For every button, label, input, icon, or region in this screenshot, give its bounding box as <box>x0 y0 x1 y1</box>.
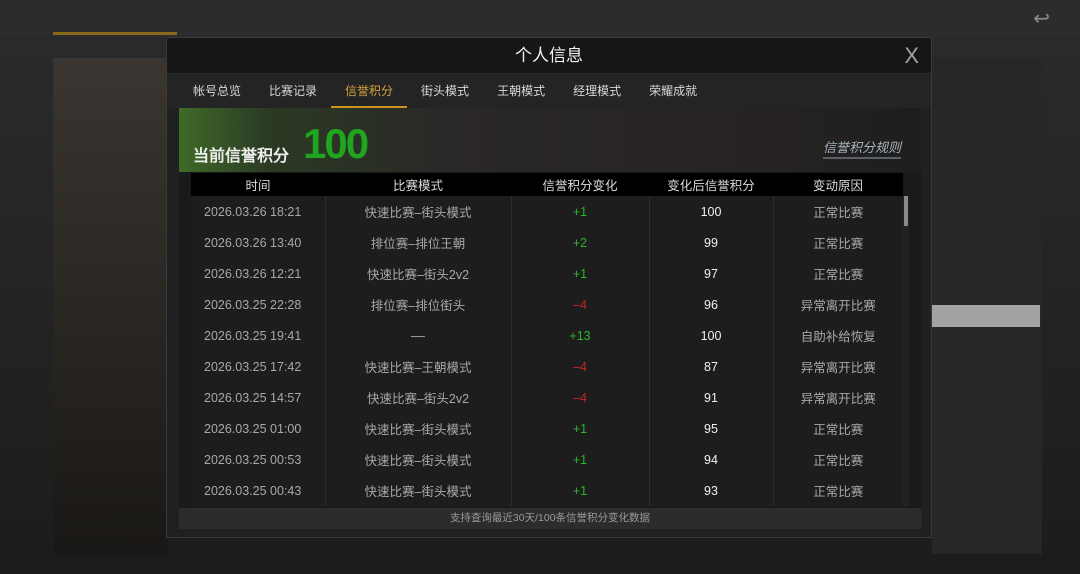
after-score-cell: 96 <box>649 289 774 320</box>
credit-score: 100 <box>303 120 369 167</box>
reason-cell: 正常比赛 <box>813 423 864 437</box>
personal-info-modal: 个人信息 X 帐号总览 比赛记录 信誉积分 街头模式 王朝模式 经理模式 荣耀成就 当前信誉… <box>166 37 932 538</box>
background-player-card <box>53 58 168 554</box>
tab-bar: 帐号总览 比赛记录 信誉积分 街头模式 王朝模式 经理模式 荣耀成就 <box>167 74 931 108</box>
after-score-cell: 95 <box>649 413 774 444</box>
scrollbar[interactable] <box>903 196 909 506</box>
mode-cell: 快速比赛–街头模式 <box>325 475 512 506</box>
time-cell: 2026.03.26 13:40 <box>191 227 326 258</box>
reason-cell: 正常比赛 <box>813 268 864 282</box>
back-icon[interactable]: ↩ <box>1033 8 1050 30</box>
reason-cell: 自助补给恢复 <box>800 330 876 344</box>
tab-6[interactable]: 荣耀成就 <box>649 84 698 98</box>
table-row: 2026.03.25 01:00 快速比赛–街头模式 +1 95 正常比赛 <box>191 413 903 444</box>
mode-cell: 快速比赛–街头2v2 <box>325 382 512 413</box>
after-score-cell: 97 <box>649 258 774 289</box>
change-cell: +2 <box>511 227 650 258</box>
table-row: 2026.03.26 12:21 快速比赛–街头2v2 +1 97 正常比赛 <box>191 258 903 289</box>
credit-history-table: 时间 比赛模式 信誉积分变化 变化后信誉积分 变动原因 2026.03.26 18:21… <box>191 173 903 506</box>
time-cell: 2026.03.25 17:42 <box>191 351 326 382</box>
tab-0[interactable]: 帐号总览 <box>193 84 242 98</box>
time-cell: 2026.03.25 00:43 <box>191 475 326 506</box>
reason-cell: 异常离开比赛 <box>800 392 876 406</box>
modal-title: 个人信息 <box>515 46 583 65</box>
background-highlight <box>932 305 1040 327</box>
after-score-cell: 100 <box>649 196 774 227</box>
change-cell: –4 <box>511 289 650 320</box>
reason-cell: 正常比赛 <box>813 454 864 468</box>
change-cell: +1 <box>511 444 650 475</box>
footer-note: 支持查询最近30天/100条信誉积分变化数据 <box>179 508 921 529</box>
after-score-cell: 87 <box>649 351 774 382</box>
time-cell: 2026.03.25 14:57 <box>191 382 326 413</box>
reason-cell: 异常离开比赛 <box>800 299 876 313</box>
column-header: 信誉积分变化 <box>511 173 649 196</box>
mode-cell: 快速比赛–王朝模式 <box>325 351 512 382</box>
reason-cell: 异常离开比赛 <box>800 361 876 375</box>
table-header: 时间 比赛模式 信誉积分变化 变化后信誉积分 变动原因 <box>191 173 903 196</box>
time-cell: 2026.03.25 00:53 <box>191 444 326 475</box>
column-header: 比赛模式 <box>325 173 511 196</box>
mode-cell: 快速比赛–街头模式 <box>325 444 512 475</box>
tab-1[interactable]: 比赛记录 <box>269 84 318 98</box>
time-cell: 2026.03.25 19:41 <box>191 320 326 351</box>
time-cell: 2026.03.25 01:00 <box>191 413 326 444</box>
change-cell: –4 <box>511 351 650 382</box>
close-icon[interactable]: X <box>904 43 919 68</box>
credit-banner: 当前信誉积分 100 信誉积分规则 <box>179 108 921 172</box>
change-cell: +1 <box>511 475 650 506</box>
scrollbar-thumb[interactable] <box>904 196 908 226</box>
tab-4[interactable]: 王朝模式 <box>497 84 546 98</box>
table-row: 2026.03.25 00:43 快速比赛–街头模式 +1 93 正常比赛 <box>191 475 903 506</box>
mode-cell: –– <box>325 320 512 351</box>
table-row: 2026.03.25 19:41 –– +13 100 自助补给恢复 <box>191 320 903 351</box>
mode-cell: 排位赛–排位王朝 <box>325 227 512 258</box>
after-score-cell: 99 <box>649 227 774 258</box>
modal-header: 个人信息 X <box>167 38 931 74</box>
reason-cell: 正常比赛 <box>813 237 864 251</box>
mode-cell: 快速比赛–街头模式 <box>325 413 512 444</box>
reason-cell: 正常比赛 <box>813 206 864 220</box>
column-header: 变动原因 <box>773 173 903 196</box>
after-score-cell: 100 <box>649 320 774 351</box>
tab-5[interactable]: 经理模式 <box>573 84 622 98</box>
background-nav <box>0 0 1080 36</box>
table-row: 2026.03.25 14:57 快速比赛–街头2v2 –4 91 异常离开比赛 <box>191 382 903 413</box>
credit-label: 当前信誉积分 <box>193 148 290 165</box>
time-cell: 2026.03.26 18:21 <box>191 196 326 227</box>
column-header: 时间 <box>191 173 325 196</box>
after-score-cell: 93 <box>649 475 774 506</box>
change-cell: +13 <box>511 320 650 351</box>
credit-panel: 当前信誉积分 100 信誉积分规则 时间 比赛模式 信誉积分变化 变化后信誉积分 变动原… <box>179 108 921 529</box>
mode-cell: 排位赛–排位街头 <box>325 289 512 320</box>
time-cell: 2026.03.26 12:21 <box>191 258 326 289</box>
change-cell: +1 <box>511 413 650 444</box>
table-row: 2026.03.26 18:21 快速比赛–街头模式 +1 100 正常比赛 <box>191 196 903 227</box>
table-row: 2026.03.25 17:42 快速比赛–王朝模式 –4 87 异常离开比赛 <box>191 351 903 382</box>
change-cell: –4 <box>511 382 650 413</box>
column-header: 变化后信誉积分 <box>649 173 773 196</box>
after-score-cell: 91 <box>649 382 774 413</box>
after-score-cell: 94 <box>649 444 774 475</box>
credit-rules-link[interactable]: 信誉积分规则 <box>822 137 901 159</box>
tab-2[interactable]: 信誉积分 <box>331 74 408 108</box>
table-row: 2026.03.26 13:40 排位赛–排位王朝 +2 99 正常比赛 <box>191 227 903 258</box>
change-cell: +1 <box>511 196 650 227</box>
time-cell: 2026.03.25 22:28 <box>191 289 326 320</box>
table-row: 2026.03.25 00:53 快速比赛–街头模式 +1 94 正常比赛 <box>191 444 903 475</box>
change-cell: +1 <box>511 258 650 289</box>
table-row: 2026.03.25 22:28 排位赛–排位街头 –4 96 异常离开比赛 <box>191 289 903 320</box>
tab-3[interactable]: 街头模式 <box>421 84 470 98</box>
mode-cell: 快速比赛–街头2v2 <box>325 258 512 289</box>
mode-cell: 快速比赛–街头模式 <box>325 196 512 227</box>
reason-cell: 正常比赛 <box>813 485 864 499</box>
